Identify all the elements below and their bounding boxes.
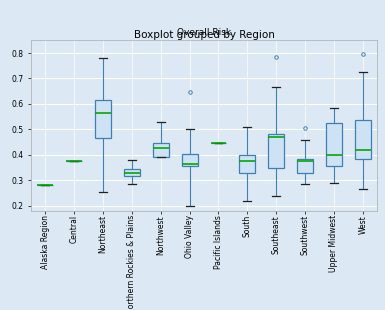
PathPatch shape [124, 169, 140, 176]
PathPatch shape [239, 155, 255, 173]
PathPatch shape [326, 123, 342, 166]
PathPatch shape [297, 159, 313, 173]
PathPatch shape [355, 121, 371, 159]
PathPatch shape [268, 135, 284, 167]
Title: Boxplot grouped by Region: Boxplot grouped by Region [134, 30, 275, 40]
PathPatch shape [95, 100, 111, 138]
Text: Overall Risk: Overall Risk [177, 28, 231, 37]
PathPatch shape [153, 143, 169, 157]
PathPatch shape [182, 153, 198, 166]
